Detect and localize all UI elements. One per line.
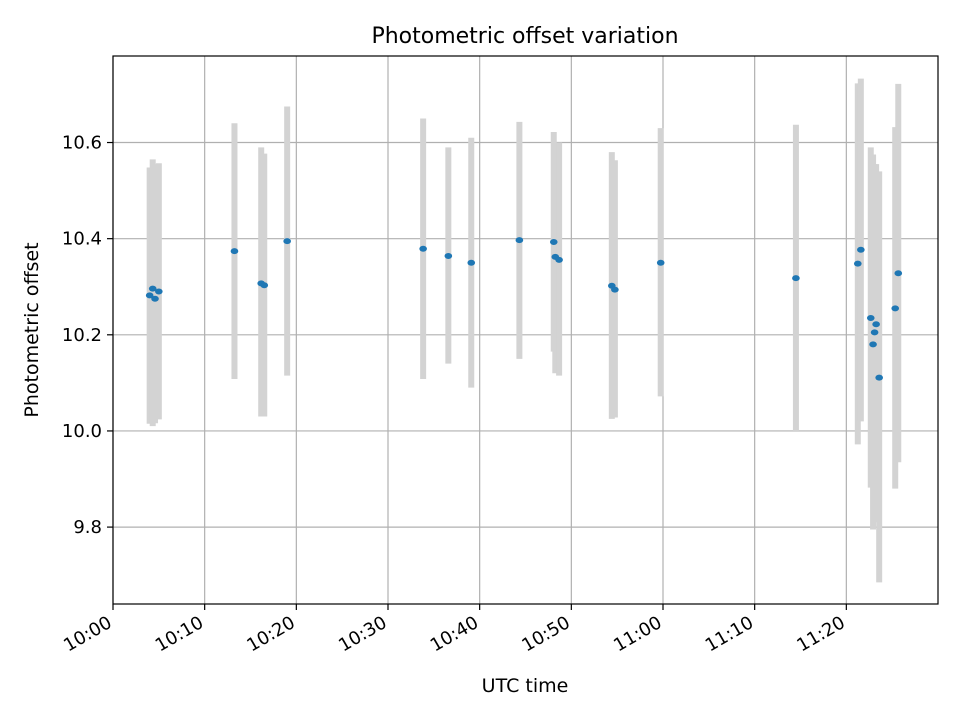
data-point — [891, 305, 900, 312]
y-tick-label: 9.8 — [73, 517, 102, 538]
data-point — [145, 292, 154, 299]
x-tick-label: 10:30 — [335, 612, 390, 656]
data-points — [145, 237, 903, 381]
data-point — [866, 314, 875, 321]
data-point — [283, 238, 291, 245]
x-tick-label: 11:10 — [702, 612, 757, 656]
data-point — [549, 239, 558, 246]
x-tick-label: 10:10 — [152, 612, 207, 656]
data-point — [155, 288, 163, 295]
data-point — [444, 252, 453, 259]
data-point — [853, 260, 862, 267]
x-tick-label: 11:20 — [793, 612, 848, 656]
data-point — [230, 248, 239, 255]
data-point — [857, 246, 865, 253]
data-point — [555, 256, 563, 263]
error-bars — [146, 78, 902, 583]
data-point — [872, 321, 880, 328]
y-axis-ticks: 9.8 10.0 10.2 10.4 10.6 — [62, 133, 113, 538]
y-tick-label: 10.6 — [62, 133, 102, 154]
y-tick-label: 10.4 — [62, 229, 102, 250]
chart-title: Photometric offset variation — [371, 24, 678, 49]
data-point — [515, 237, 524, 244]
x-tick-label: 11:00 — [610, 612, 665, 656]
data-point — [611, 286, 619, 293]
data-point — [875, 374, 883, 381]
data-point — [894, 270, 903, 277]
y-axis-label: Photometric offset — [21, 242, 43, 417]
data-point — [467, 259, 476, 266]
data-point — [792, 275, 800, 282]
data-point — [870, 329, 879, 336]
data-point — [260, 282, 269, 289]
x-tick-label: 10:00 — [60, 612, 115, 656]
data-point — [148, 285, 157, 292]
x-tick-label: 10:20 — [243, 612, 298, 656]
x-axis-label: UTC time — [482, 675, 569, 697]
data-point — [151, 295, 159, 302]
data-point — [419, 245, 427, 252]
y-tick-label: 10.0 — [62, 421, 102, 442]
x-tick-label: 10:40 — [427, 612, 482, 656]
data-point — [869, 341, 877, 348]
y-tick-label: 10.2 — [62, 325, 102, 346]
data-point — [656, 259, 665, 266]
grid — [112, 56, 938, 604]
x-tick-label: 10:50 — [518, 612, 573, 656]
x-axis-ticks: 10:00 10:10 10:20 10:30 10:40 10:50 11:00 11:10… — [60, 604, 849, 656]
plot-frame — [112, 55, 939, 605]
